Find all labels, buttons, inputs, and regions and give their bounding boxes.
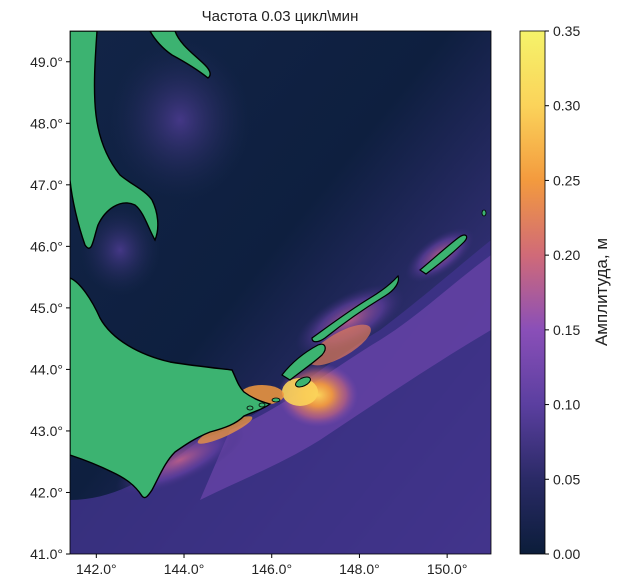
plot-area bbox=[70, 31, 491, 554]
y-tick-label: 41.0° bbox=[30, 546, 63, 562]
small-islet-north bbox=[481, 209, 487, 217]
hokkaido-land bbox=[70, 277, 272, 499]
colorbar-label: Амплитуда, м bbox=[592, 238, 611, 346]
habomai-islet-3 bbox=[246, 405, 254, 411]
colorbar-tick-label: 0.25 bbox=[553, 172, 580, 188]
aniva-bay-glow bbox=[80, 205, 160, 295]
iturup-land bbox=[311, 274, 400, 343]
okhotsk-glow bbox=[110, 40, 250, 200]
colorbar-tick-label: 0.10 bbox=[553, 397, 580, 413]
colorbar-tick-label: 0.30 bbox=[553, 98, 580, 114]
x-tick-label: 144.0° bbox=[164, 561, 205, 577]
sakhalin-northeast-land bbox=[149, 31, 211, 79]
habomai-islet-2 bbox=[258, 402, 266, 408]
kunashir-land bbox=[281, 343, 326, 381]
sakhalin-land bbox=[70, 31, 159, 249]
chart-title: Частота 0.03 цикл\мин bbox=[202, 8, 359, 25]
colorbar bbox=[519, 30, 546, 555]
x-axis-ticks: 142.0° 144.0° 146.0° 148.0° 150.0° bbox=[76, 554, 467, 577]
colorbar-tick-label: 0.20 bbox=[553, 247, 580, 263]
y-tick-label: 42.0° bbox=[30, 484, 63, 500]
colorbar-tick-label: 0.15 bbox=[553, 322, 580, 338]
x-tick-label: 142.0° bbox=[76, 561, 117, 577]
y-tick-label: 45.0° bbox=[30, 300, 63, 316]
amplitude-coast-highlight bbox=[197, 416, 253, 444]
x-tick-label: 150.0° bbox=[427, 561, 468, 577]
habomai-islet-1 bbox=[271, 397, 281, 403]
y-tick-label: 43.0° bbox=[30, 423, 63, 439]
colorbar-tick-label: 0.00 bbox=[553, 546, 580, 562]
y-tick-label: 47.0° bbox=[30, 177, 63, 193]
colorbar-ticks: 0.00 0.05 0.10 0.15 0.20 0.25 0.30 0.35 bbox=[545, 23, 580, 562]
y-tick-label: 49.0° bbox=[30, 54, 63, 70]
urup-land bbox=[418, 234, 468, 275]
colorbar-tick-label: 0.35 bbox=[553, 23, 580, 39]
amplitude-hotspot-core bbox=[282, 378, 318, 406]
y-tick-label: 44.0° bbox=[30, 361, 63, 377]
plot-frame bbox=[69, 30, 492, 555]
amplitude-hotspot-east bbox=[309, 324, 371, 366]
x-tick-label: 146.0° bbox=[251, 561, 292, 577]
shikotan-land bbox=[295, 376, 311, 388]
colorbar-tick-label: 0.05 bbox=[553, 471, 580, 487]
y-tick-label: 46.0° bbox=[30, 238, 63, 254]
y-axis-ticks: 41.0° 42.0° 43.0° 44.0° 45.0° 46.0° 47.0° 48.0°… bbox=[30, 54, 70, 562]
y-tick-label: 48.0° bbox=[30, 115, 63, 131]
x-tick-label: 148.0° bbox=[339, 561, 380, 577]
